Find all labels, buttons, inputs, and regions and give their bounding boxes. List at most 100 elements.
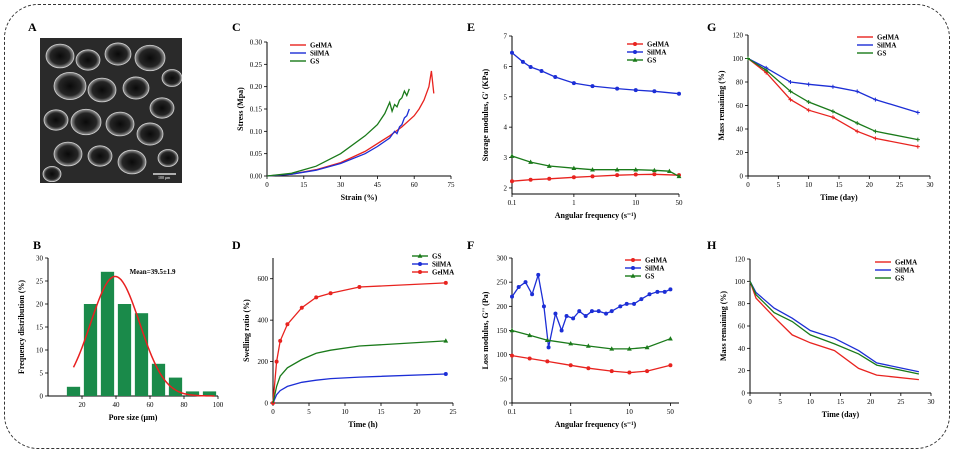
data-point-silma bbox=[553, 311, 558, 316]
series-line-silma bbox=[747, 57, 919, 114]
x-axis-title: Strain (%) bbox=[341, 193, 378, 202]
panel-label-d: D bbox=[232, 238, 241, 252]
y-tick-label: 400 bbox=[258, 317, 269, 325]
data-point-gelma bbox=[528, 177, 533, 182]
data-point-silma bbox=[677, 91, 681, 96]
axes-h: 0 5 10 15 20 25 30 0 20 40 60 80 100 120 Time (day) Mas… bbox=[719, 256, 935, 420]
x-tick-label: 60 bbox=[147, 401, 155, 409]
legend-label-gs: GS bbox=[432, 253, 441, 261]
y-tick-label: 0 bbox=[742, 390, 746, 398]
data-point-silma bbox=[577, 309, 582, 314]
data-point-silma bbox=[546, 345, 551, 350]
sem-pore bbox=[53, 72, 87, 101]
histogram-bar bbox=[151, 363, 166, 396]
panel-label-f: F bbox=[467, 238, 475, 252]
sem-pore bbox=[45, 43, 75, 69]
data-point-gelma bbox=[510, 179, 514, 184]
data-point-silma bbox=[536, 272, 541, 277]
data-point-silma bbox=[604, 311, 609, 316]
sem-pore bbox=[42, 165, 62, 183]
y-tick-label: 25 bbox=[36, 278, 44, 286]
data-point-gs bbox=[788, 89, 793, 94]
legend-label-silma: SilMA bbox=[310, 50, 329, 58]
data-point-gs bbox=[651, 167, 657, 173]
data-point-gs bbox=[764, 68, 769, 73]
data-point-gelma bbox=[627, 370, 632, 375]
panel-label-c: C bbox=[232, 20, 241, 34]
data-point-silma bbox=[530, 292, 535, 297]
sem-pore bbox=[117, 149, 147, 175]
histogram-bar bbox=[117, 304, 132, 396]
legend-marker-gelma bbox=[633, 42, 637, 46]
series-line-gelma bbox=[749, 281, 919, 381]
y-tick-label: 600 bbox=[258, 275, 269, 283]
data-point-gs bbox=[544, 337, 550, 342]
panel-label-a: A bbox=[28, 20, 37, 34]
x-tick-label: 15 bbox=[378, 408, 386, 416]
data-point-gs bbox=[443, 338, 449, 343]
histogram-bar bbox=[100, 271, 115, 396]
data-point-gelma bbox=[806, 108, 811, 113]
data-point-gs bbox=[855, 121, 860, 126]
x-tick-label: 0 bbox=[271, 408, 275, 416]
x-tick-label: 20 bbox=[866, 181, 874, 189]
figure-frame bbox=[4, 4, 950, 449]
y-tick-label: 0.10 bbox=[250, 128, 263, 136]
data-point-gelma bbox=[299, 305, 304, 310]
legend-marker-gs bbox=[630, 273, 636, 278]
data-point-gelma bbox=[609, 369, 614, 374]
y-tick-label: 0.30 bbox=[250, 39, 263, 47]
x-tick-label: 10 bbox=[626, 408, 634, 416]
y-tick-label: 0 bbox=[40, 393, 44, 401]
x-tick-label: 80 bbox=[181, 401, 189, 409]
x-tick-label: 60 bbox=[411, 181, 419, 189]
sem-pore bbox=[161, 69, 182, 87]
sem-pore bbox=[87, 77, 117, 103]
data-point-silma bbox=[583, 314, 588, 318]
x-tick-label: 50 bbox=[676, 199, 684, 207]
y-tick-label: 20 bbox=[736, 149, 744, 157]
panel-label-g: G bbox=[707, 20, 717, 34]
data-point-silma bbox=[510, 50, 514, 55]
data-point-gelma bbox=[510, 353, 514, 358]
axes-c: 0 15 30 45 60 75 0.00 0.05 0.10 0.15 0.20 0.25 0.30 S… bbox=[236, 39, 455, 203]
sem-pore bbox=[134, 44, 166, 72]
x-tick-label: 20 bbox=[867, 398, 875, 406]
data-point-silma bbox=[624, 301, 629, 306]
data-point-silma bbox=[523, 280, 528, 285]
y-tick-label: 0.05 bbox=[250, 150, 263, 158]
data-point-gs bbox=[571, 165, 577, 170]
x-tick-label: 30 bbox=[928, 398, 936, 406]
legend-label-gelma: GelMA bbox=[647, 41, 669, 49]
data-point-silma bbox=[655, 289, 660, 294]
legend-marker-gelma bbox=[631, 258, 635, 262]
data-point-gelma bbox=[586, 366, 591, 371]
x-tick-label: 15 bbox=[300, 181, 308, 189]
x-tick-label: 5 bbox=[778, 398, 782, 406]
data-point-gs bbox=[915, 137, 920, 142]
data-point-gelma bbox=[668, 363, 673, 368]
data-point-gelma bbox=[788, 97, 793, 102]
data-point-gelma bbox=[443, 280, 448, 285]
x-axis-title: Time (day) bbox=[820, 193, 858, 202]
data-point-silma bbox=[510, 294, 514, 299]
legend-marker-silma bbox=[418, 262, 422, 266]
data-point-gs bbox=[568, 340, 574, 346]
y-tick-label: 20 bbox=[738, 367, 746, 375]
panel-label-b: B bbox=[33, 238, 42, 252]
data-point-silma bbox=[639, 297, 644, 302]
data-point-gs bbox=[614, 167, 620, 172]
y-tick-label: 40 bbox=[736, 126, 744, 134]
y-axis-title: Loss modulus, G'' (Pa) bbox=[481, 291, 490, 369]
data-point-silma bbox=[528, 64, 533, 69]
data-point-gelma bbox=[357, 285, 362, 289]
y-axis-title: Mass remaining (%) bbox=[719, 291, 728, 361]
y-tick-label: 5 bbox=[504, 93, 508, 101]
legend-label-silma: SilMA bbox=[432, 261, 451, 269]
data-point-silma bbox=[873, 97, 878, 102]
x-tick-label: 75 bbox=[448, 181, 456, 189]
data-point-gs bbox=[633, 167, 639, 172]
